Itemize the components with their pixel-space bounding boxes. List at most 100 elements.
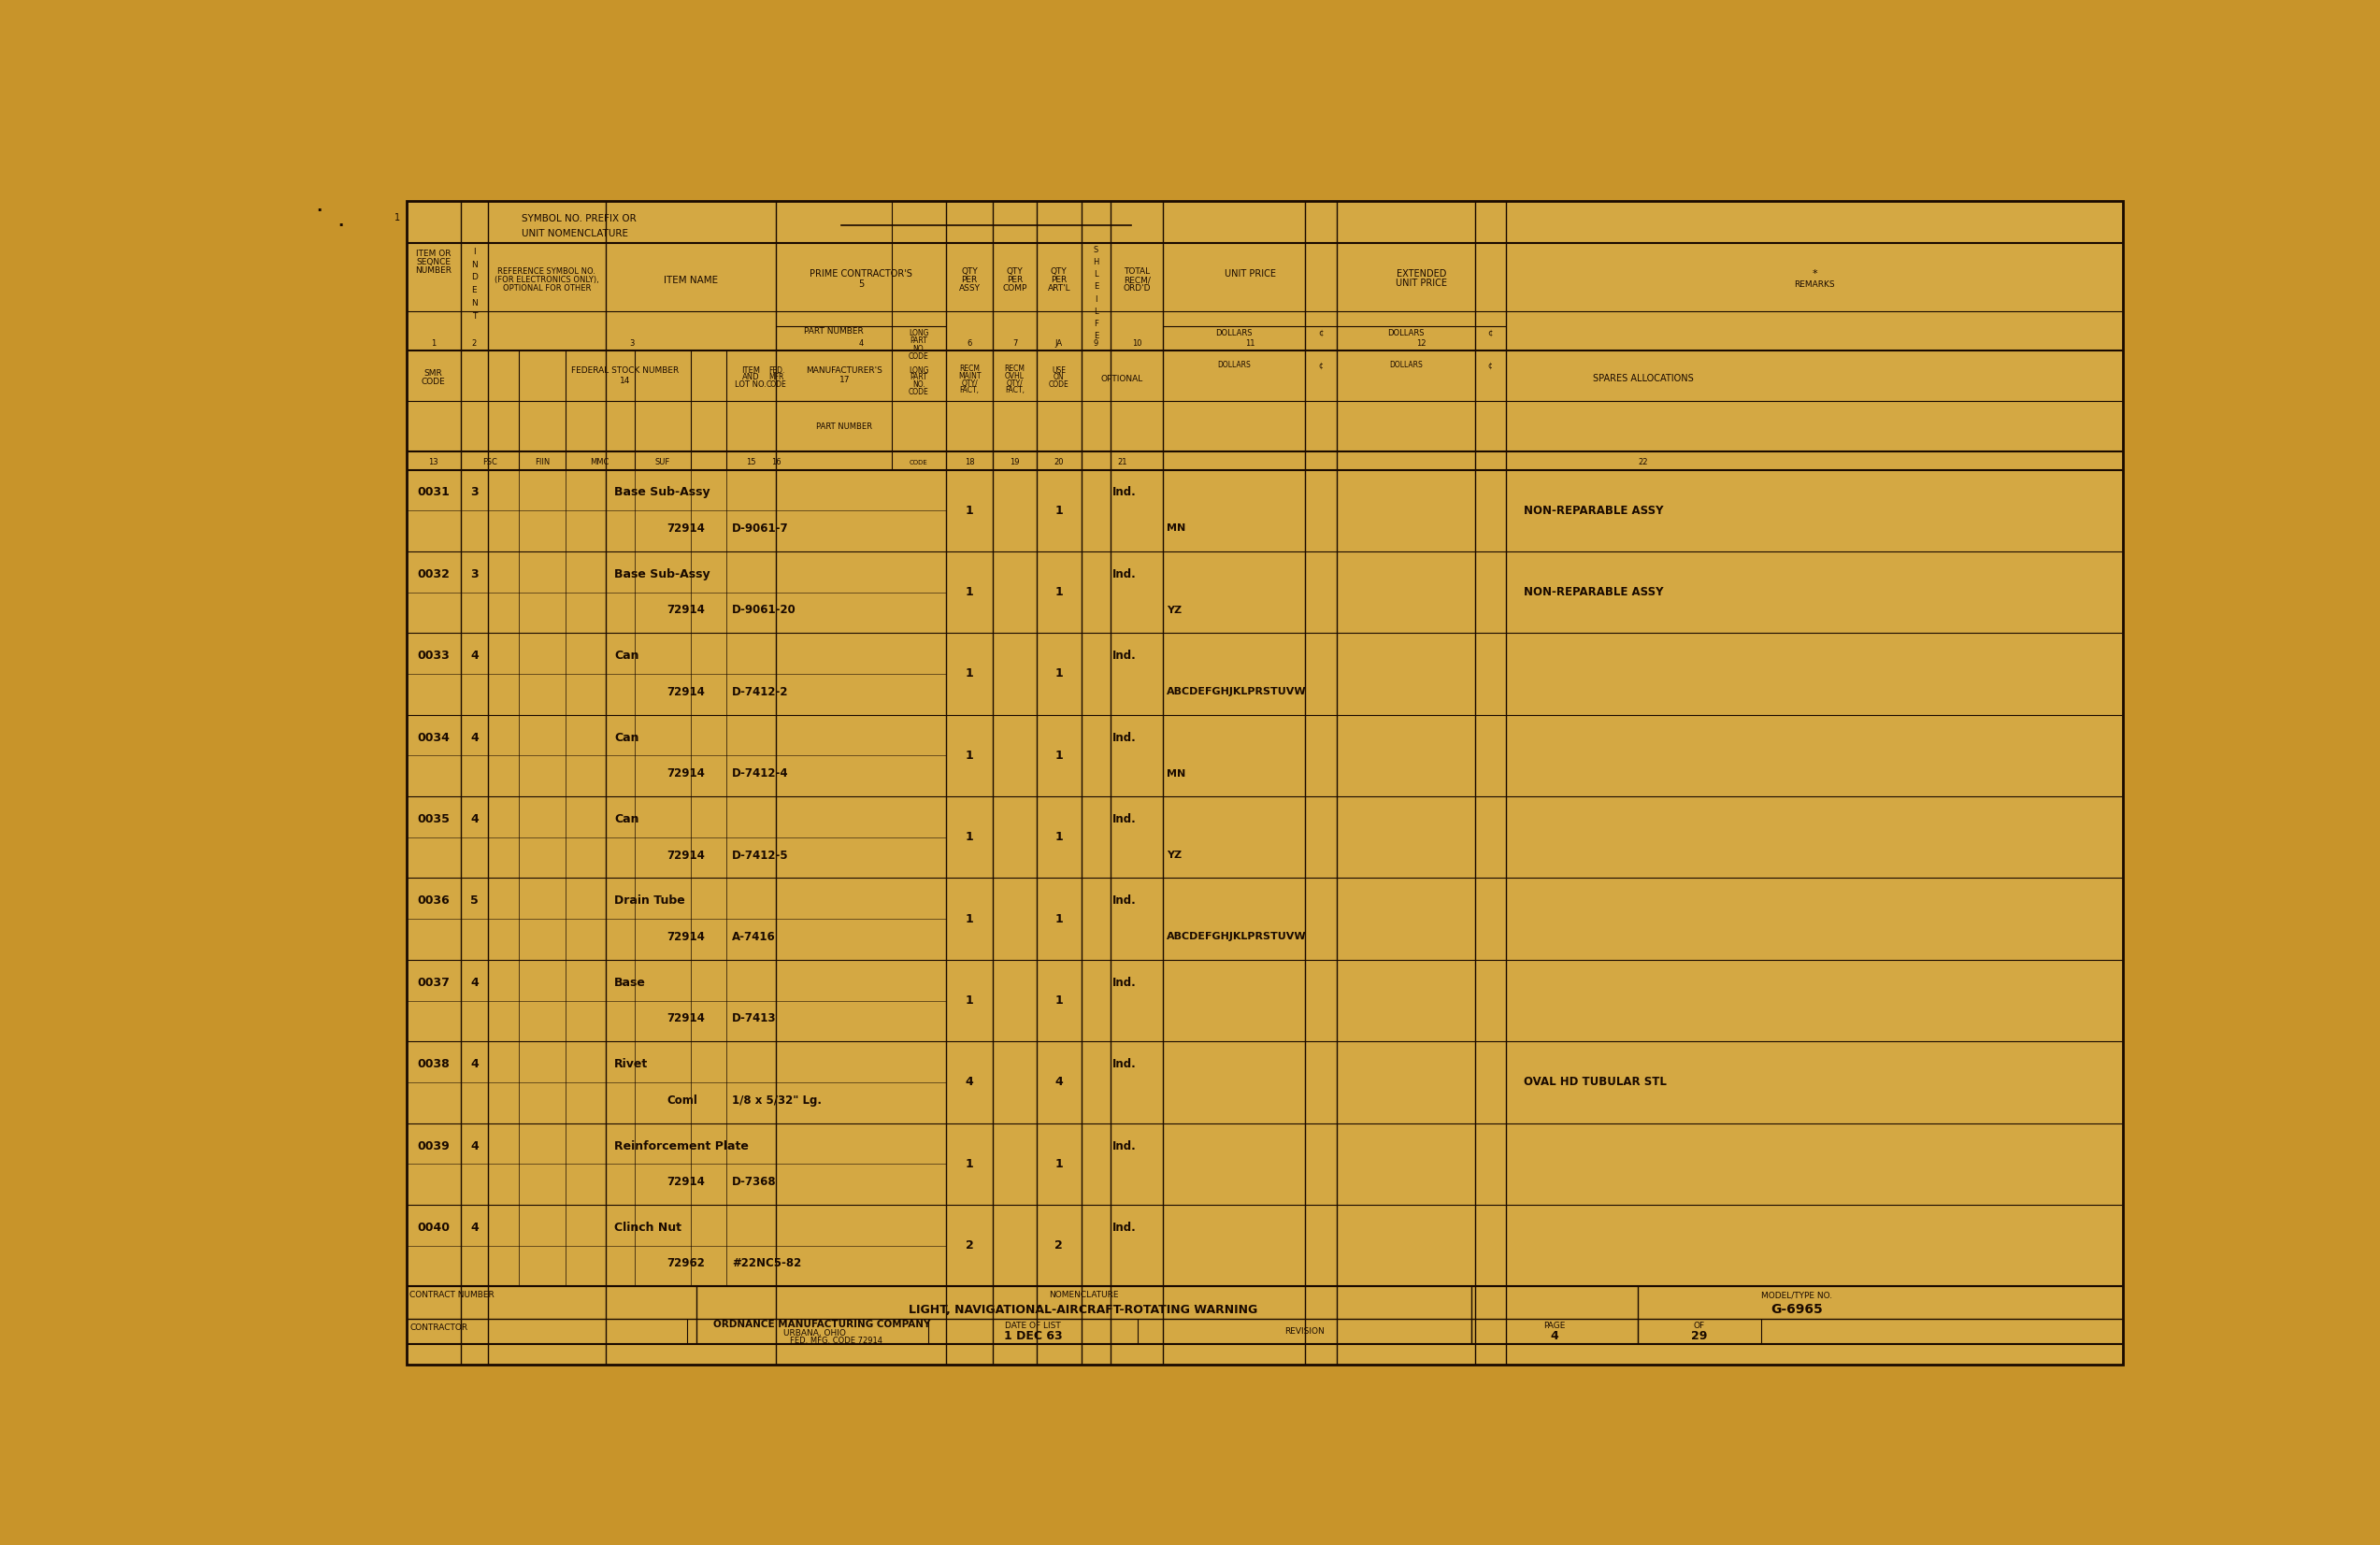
- Text: 15: 15: [745, 459, 757, 467]
- Text: 1: 1: [1054, 586, 1064, 598]
- Text: 4: 4: [471, 731, 478, 743]
- Text: 2: 2: [471, 340, 476, 348]
- Text: 72914: 72914: [666, 768, 704, 780]
- Text: USE: USE: [1052, 366, 1066, 374]
- Text: ABCDEFGHJKLPRSTUVW: ABCDEFGHJKLPRSTUVW: [1166, 932, 1307, 941]
- Text: D-7368: D-7368: [733, 1176, 776, 1188]
- Text: 0033: 0033: [416, 650, 450, 661]
- Text: YZ: YZ: [1166, 606, 1183, 615]
- Text: 7: 7: [1011, 340, 1016, 348]
- Text: Base: Base: [614, 976, 645, 989]
- Text: SMR: SMR: [424, 369, 443, 377]
- Text: 1: 1: [966, 505, 973, 516]
- Text: 2: 2: [1054, 1239, 1064, 1251]
- Text: QTY: QTY: [962, 267, 978, 275]
- Text: NUMBER: NUMBER: [414, 267, 452, 275]
- Text: 6: 6: [966, 340, 971, 348]
- Text: 0039: 0039: [416, 1140, 450, 1153]
- Text: Ind.: Ind.: [1111, 650, 1138, 661]
- Text: PART: PART: [909, 337, 928, 345]
- Text: 0034: 0034: [416, 731, 450, 743]
- Text: 72914: 72914: [666, 930, 704, 942]
- Text: Ind.: Ind.: [1111, 569, 1138, 581]
- Text: TOTAL: TOTAL: [1123, 267, 1150, 275]
- Text: QTY: QTY: [1050, 267, 1066, 275]
- Text: 1: 1: [1054, 913, 1064, 925]
- Text: FACT,: FACT,: [959, 386, 978, 394]
- Text: DOLLARS: DOLLARS: [1216, 362, 1250, 369]
- Text: DOLLARS: DOLLARS: [1388, 329, 1423, 337]
- Text: 0036: 0036: [416, 895, 450, 907]
- Text: OVHL: OVHL: [1004, 372, 1023, 380]
- Text: PRIME CONTRACTOR'S: PRIME CONTRACTOR'S: [809, 270, 912, 280]
- Text: PER: PER: [962, 277, 978, 284]
- Text: L: L: [1095, 307, 1097, 315]
- Text: LIGHT, NAVIGATIONAL-AIRCRAFT-ROTATING WARNING: LIGHT, NAVIGATIONAL-AIRCRAFT-ROTATING WA…: [909, 1304, 1259, 1316]
- Text: D-7412-4: D-7412-4: [733, 768, 788, 780]
- Text: ORDNANCE MANUFACTURING COMPANY: ORDNANCE MANUFACTURING COMPANY: [714, 1319, 931, 1329]
- Text: DOLLARS: DOLLARS: [1216, 329, 1252, 337]
- Text: 4: 4: [859, 340, 864, 348]
- Text: SYMBOL NO. PREFIX OR: SYMBOL NO. PREFIX OR: [521, 215, 638, 224]
- Text: COMP: COMP: [1002, 284, 1028, 294]
- Text: MFR: MFR: [769, 374, 783, 382]
- Text: Base Sub-Assy: Base Sub-Assy: [614, 487, 709, 499]
- Text: 0031: 0031: [416, 487, 450, 499]
- Text: Ind.: Ind.: [1111, 731, 1138, 743]
- Text: LOT NO.: LOT NO.: [735, 380, 766, 389]
- Text: MN: MN: [1166, 524, 1185, 533]
- Text: CODE: CODE: [909, 352, 928, 362]
- Text: RECM: RECM: [959, 365, 981, 374]
- Text: 5: 5: [857, 280, 864, 289]
- Text: D-9061-20: D-9061-20: [733, 604, 797, 616]
- Text: 4: 4: [966, 1077, 973, 1088]
- Text: ART'L: ART'L: [1047, 284, 1071, 294]
- Text: 0038: 0038: [416, 1058, 450, 1071]
- Text: Can: Can: [614, 650, 638, 661]
- Text: CODE: CODE: [421, 377, 445, 386]
- Text: 9: 9: [1092, 340, 1097, 348]
- Text: CODE: CODE: [1050, 380, 1069, 389]
- Text: ¢: ¢: [1319, 329, 1323, 337]
- Text: I: I: [474, 247, 476, 256]
- Text: PER: PER: [1052, 277, 1066, 284]
- Text: 12: 12: [1416, 340, 1426, 348]
- Text: NO.: NO.: [912, 380, 926, 389]
- Text: 18: 18: [964, 459, 973, 467]
- Text: 21: 21: [1116, 459, 1128, 467]
- Text: ON: ON: [1054, 374, 1064, 382]
- Text: Base Sub-Assy: Base Sub-Assy: [614, 569, 709, 581]
- Text: LONG: LONG: [909, 329, 928, 337]
- Text: SPARES ALLOCATIONS: SPARES ALLOCATIONS: [1592, 374, 1695, 383]
- Text: D: D: [471, 273, 478, 281]
- Text: N: N: [471, 261, 478, 269]
- Text: D-7412-2: D-7412-2: [733, 686, 788, 698]
- Text: 1: 1: [1054, 749, 1064, 762]
- Text: 4: 4: [471, 976, 478, 989]
- Text: UNIT PRICE: UNIT PRICE: [1395, 278, 1447, 287]
- Text: 20: 20: [1054, 459, 1064, 467]
- Text: NON-REPARABLE ASSY: NON-REPARABLE ASSY: [1523, 505, 1664, 516]
- Text: NON-REPARABLE ASSY: NON-REPARABLE ASSY: [1523, 586, 1664, 598]
- Text: Ind.: Ind.: [1111, 1058, 1138, 1071]
- Text: 4: 4: [471, 1222, 478, 1234]
- Text: F: F: [1092, 320, 1097, 328]
- Text: 1: 1: [966, 831, 973, 844]
- Text: ORD'D: ORD'D: [1123, 284, 1150, 294]
- Text: RECM: RECM: [1004, 365, 1026, 374]
- Text: 1: 1: [395, 213, 400, 222]
- Text: 4: 4: [1549, 1330, 1559, 1343]
- Text: Ind.: Ind.: [1111, 976, 1138, 989]
- Text: Ind.: Ind.: [1111, 487, 1138, 499]
- Text: 1: 1: [1054, 995, 1064, 1007]
- Text: NOMENCLATURE: NOMENCLATURE: [1050, 1292, 1119, 1299]
- Text: MMC: MMC: [590, 459, 609, 467]
- Text: 0037: 0037: [416, 976, 450, 989]
- Text: D-9061-7: D-9061-7: [733, 522, 788, 535]
- Text: 16: 16: [771, 459, 781, 467]
- Text: E: E: [1092, 283, 1097, 290]
- Text: E: E: [1092, 332, 1097, 340]
- Text: LONG: LONG: [909, 366, 928, 374]
- Text: Coml: Coml: [666, 1094, 697, 1106]
- Text: ¢: ¢: [1319, 362, 1323, 369]
